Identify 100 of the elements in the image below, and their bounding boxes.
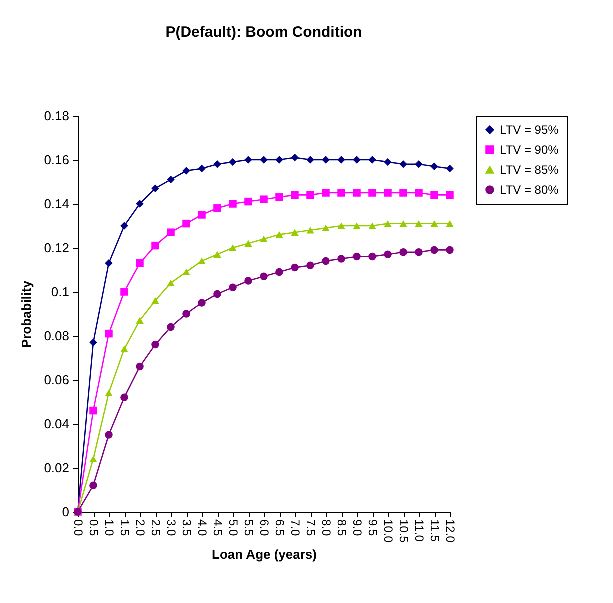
- point: [182, 268, 190, 276]
- legend-label: LTV = 80%: [500, 183, 560, 197]
- point: [291, 191, 299, 200]
- point: [322, 156, 330, 164]
- point: [182, 310, 190, 318]
- point: [105, 330, 113, 338]
- point: [384, 220, 392, 228]
- point: [229, 284, 237, 292]
- point: [415, 189, 423, 197]
- point: [400, 189, 408, 197]
- legend-label: LTV = 95%: [500, 123, 560, 137]
- point: [90, 338, 98, 346]
- point: [198, 211, 206, 219]
- point: [244, 156, 252, 164]
- point: [260, 272, 268, 280]
- point: [244, 198, 252, 206]
- y-tick-label: 0.08: [44, 328, 70, 344]
- point: [446, 246, 454, 254]
- y-tick-label: 0.06: [44, 372, 70, 388]
- y-tick-label: 0.02: [44, 460, 70, 476]
- point: [260, 236, 268, 243]
- point: [353, 252, 361, 261]
- point: [400, 248, 408, 256]
- x-tick-label: 1.0: [102, 520, 116, 537]
- x-tick-label: 1.5: [118, 520, 132, 537]
- x-tick-label: 0.0: [72, 520, 86, 537]
- x-tick-label: 3.0: [164, 520, 178, 537]
- point: [306, 227, 314, 234]
- x-tick-label: 5.5: [242, 520, 256, 537]
- y-tick-label: 0.1: [51, 284, 70, 300]
- point: [430, 162, 438, 170]
- point: [90, 406, 98, 415]
- point: [167, 280, 175, 287]
- x-tick-label: 12.0: [444, 520, 458, 544]
- point: [90, 456, 98, 463]
- point: [167, 228, 175, 236]
- point: [152, 242, 160, 250]
- point: [353, 222, 361, 230]
- x-axis-title: Loan Age (years): [212, 546, 317, 562]
- x-tick-label: 3.5: [180, 520, 194, 537]
- point: [152, 297, 160, 304]
- point: [338, 189, 346, 197]
- point: [214, 160, 222, 168]
- x-tick-label: 8.0: [320, 520, 334, 537]
- point: [260, 196, 268, 204]
- y-tick-label: 0.04: [44, 416, 70, 432]
- y-tick-label: 0.18: [44, 108, 70, 124]
- point: [306, 156, 314, 164]
- point: [198, 258, 206, 265]
- point: [353, 156, 361, 164]
- point: [368, 189, 376, 197]
- point: [384, 250, 392, 258]
- x-tick-label: 10.0: [382, 520, 396, 544]
- point: [105, 431, 113, 439]
- y-tick-label: 0.12: [44, 240, 70, 256]
- x-tick-label: 4.0: [196, 520, 210, 537]
- x-tick-label: 8.5: [335, 520, 349, 537]
- point: [322, 224, 330, 232]
- point: [260, 156, 268, 164]
- point: [430, 246, 438, 254]
- y-tick-label: 0: [62, 504, 70, 520]
- point: [90, 482, 98, 490]
- point: [136, 362, 144, 371]
- point: [136, 200, 144, 208]
- point: [353, 189, 361, 197]
- point: [291, 154, 299, 162]
- x-tick-label: 2.5: [149, 520, 163, 537]
- y-tick-label: 0.16: [44, 152, 70, 168]
- point: [291, 229, 299, 236]
- legend-label: LTV = 85%: [500, 163, 560, 177]
- point: [120, 222, 128, 230]
- point: [214, 251, 222, 258]
- point: [368, 156, 376, 164]
- point: [338, 222, 346, 230]
- point: [276, 231, 284, 238]
- point: [276, 268, 284, 276]
- point: [430, 191, 438, 200]
- point: [152, 184, 160, 192]
- point: [182, 167, 190, 175]
- point: [415, 160, 423, 168]
- point: [229, 200, 237, 208]
- point: [306, 191, 314, 200]
- point: [167, 323, 175, 332]
- point: [136, 317, 144, 324]
- x-tick-label: 7.5: [304, 520, 318, 537]
- point: [120, 288, 128, 296]
- x-tick-label: 9.0: [350, 520, 364, 537]
- x-tick-label: 9.5: [366, 520, 380, 537]
- point: [430, 220, 438, 228]
- point: [229, 158, 237, 166]
- point: [105, 390, 113, 397]
- point: [400, 220, 408, 228]
- point: [368, 252, 376, 261]
- point: [276, 156, 284, 164]
- point: [198, 164, 206, 173]
- x-tick-label: 6.5: [273, 520, 287, 537]
- y-tick-label: 0.14: [44, 196, 70, 212]
- point: [167, 176, 175, 184]
- point: [338, 156, 346, 164]
- point: [105, 260, 113, 268]
